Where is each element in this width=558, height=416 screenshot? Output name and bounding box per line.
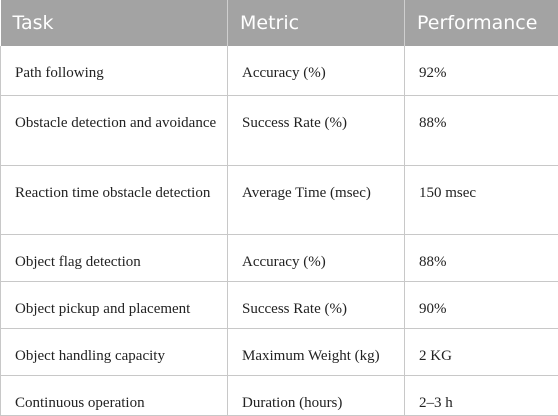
cell-metric: Success Rate (%) bbox=[228, 95, 405, 165]
cell-task: Continuous operation bbox=[1, 375, 228, 415]
cell-metric: Average Time (msec) bbox=[228, 165, 405, 234]
cell-task: Path following bbox=[1, 46, 228, 95]
cell-task: Obstacle detection and avoidance bbox=[1, 95, 228, 165]
cell-metric: Accuracy (%) bbox=[228, 234, 405, 281]
cell-task: Reaction time obstacle detection bbox=[1, 165, 228, 234]
cell-performance: 2–3 h bbox=[405, 375, 558, 415]
table-row: Object handling capacity Maximum Weight … bbox=[1, 328, 558, 375]
table-row: Continuous operation Duration (hours) 2–… bbox=[1, 375, 558, 415]
cell-performance: 92% bbox=[405, 46, 558, 95]
cell-task: Object flag detection bbox=[1, 234, 228, 281]
header-performance: Performance bbox=[405, 0, 558, 46]
cell-task: Object handling capacity bbox=[1, 328, 228, 375]
table-body: Path following Accuracy (%) 92% Obstacle… bbox=[1, 46, 558, 415]
cell-performance: 2 KG bbox=[405, 328, 558, 375]
cell-metric: Accuracy (%) bbox=[228, 46, 405, 95]
header-metric: Metric bbox=[228, 0, 405, 46]
table-row: Object pickup and placement Success Rate… bbox=[1, 281, 558, 328]
table-row: Reaction time obstacle detection Average… bbox=[1, 165, 558, 234]
cell-performance: 88% bbox=[405, 234, 558, 281]
cell-performance: 150 msec bbox=[405, 165, 558, 234]
table-header: Task Metric Performance bbox=[1, 0, 558, 46]
cell-task: Object pickup and placement bbox=[1, 281, 228, 328]
cell-performance: 90% bbox=[405, 281, 558, 328]
header-row: Task Metric Performance bbox=[1, 0, 558, 46]
cell-metric: Success Rate (%) bbox=[228, 281, 405, 328]
table-row: Path following Accuracy (%) 92% bbox=[1, 46, 558, 95]
table-row: Obstacle detection and avoidance Success… bbox=[1, 95, 558, 165]
cell-metric: Maximum Weight (kg) bbox=[228, 328, 405, 375]
cell-performance: 88% bbox=[405, 95, 558, 165]
table-row: Object flag detection Accuracy (%) 88% bbox=[1, 234, 558, 281]
header-task: Task bbox=[1, 0, 228, 46]
cell-metric: Duration (hours) bbox=[228, 375, 405, 415]
